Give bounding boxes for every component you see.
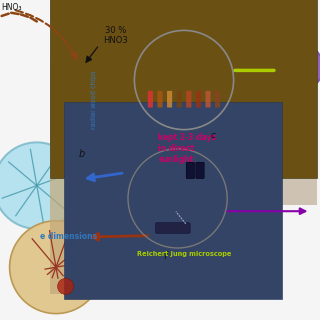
FancyBboxPatch shape xyxy=(166,66,173,110)
Text: 30 %
HNO3: 30 % HNO3 xyxy=(103,26,128,45)
FancyBboxPatch shape xyxy=(186,162,195,179)
FancyBboxPatch shape xyxy=(180,173,204,183)
Text: c: c xyxy=(210,131,215,140)
FancyBboxPatch shape xyxy=(156,66,164,110)
FancyBboxPatch shape xyxy=(175,66,183,110)
FancyBboxPatch shape xyxy=(157,91,163,108)
FancyBboxPatch shape xyxy=(64,102,282,299)
Text: f: f xyxy=(163,251,166,261)
FancyBboxPatch shape xyxy=(215,91,220,108)
FancyBboxPatch shape xyxy=(196,91,201,108)
FancyBboxPatch shape xyxy=(168,178,184,226)
Text: b: b xyxy=(78,149,85,159)
FancyBboxPatch shape xyxy=(156,223,190,233)
Circle shape xyxy=(0,142,80,229)
FancyBboxPatch shape xyxy=(76,121,87,137)
FancyBboxPatch shape xyxy=(204,66,212,110)
FancyBboxPatch shape xyxy=(196,162,204,179)
Circle shape xyxy=(10,221,102,314)
FancyBboxPatch shape xyxy=(50,0,317,178)
FancyBboxPatch shape xyxy=(50,0,317,205)
FancyBboxPatch shape xyxy=(74,65,90,140)
Circle shape xyxy=(275,43,320,91)
Circle shape xyxy=(128,149,227,248)
FancyBboxPatch shape xyxy=(167,91,172,108)
Circle shape xyxy=(58,278,74,294)
Text: e dimensions: e dimensions xyxy=(40,232,97,241)
FancyBboxPatch shape xyxy=(214,66,221,110)
FancyBboxPatch shape xyxy=(50,61,269,294)
FancyBboxPatch shape xyxy=(195,66,202,110)
Text: HNO₃: HNO₃ xyxy=(2,3,22,12)
Circle shape xyxy=(134,30,234,130)
FancyBboxPatch shape xyxy=(148,91,153,108)
Text: kept 2-3 days
in direct
sunlight: kept 2-3 days in direct sunlight xyxy=(158,133,217,164)
FancyBboxPatch shape xyxy=(185,66,193,110)
Text: Reichert Jung microscope: Reichert Jung microscope xyxy=(137,251,231,257)
Polygon shape xyxy=(91,73,136,100)
Text: radial wood chips: radial wood chips xyxy=(91,70,97,129)
FancyBboxPatch shape xyxy=(205,91,211,108)
FancyBboxPatch shape xyxy=(147,66,154,110)
FancyBboxPatch shape xyxy=(186,91,191,108)
FancyBboxPatch shape xyxy=(177,91,182,108)
